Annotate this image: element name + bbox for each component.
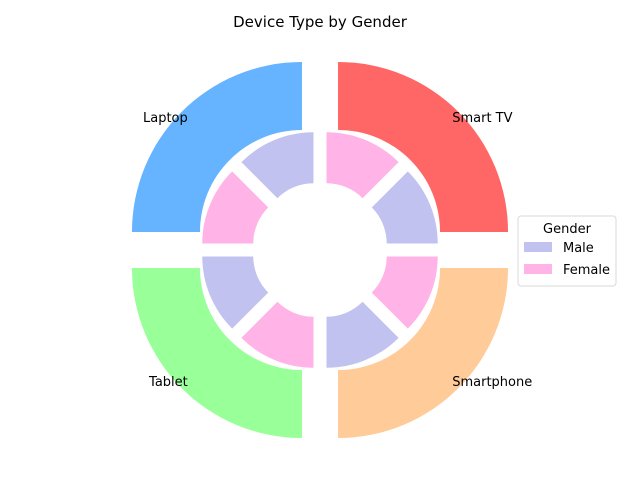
inner-slice-smartphone-female xyxy=(371,256,438,329)
outer-label-laptop: Laptop xyxy=(143,111,188,126)
outer-slice-laptop xyxy=(131,61,302,232)
outer-ring xyxy=(131,61,509,439)
outer-label-smart-tv: Smart TV xyxy=(452,111,512,126)
legend-swatch-female xyxy=(524,264,552,274)
legend-label-male: Male xyxy=(563,241,594,256)
inner-slice-laptop-male xyxy=(241,132,314,199)
outer-slice-smartphone xyxy=(338,268,509,439)
inner-ring xyxy=(202,132,438,368)
legend-label-female: Female xyxy=(563,263,610,278)
inner-slice-smart-tv-female xyxy=(326,132,399,199)
chart-title: Device Type by Gender xyxy=(233,13,408,31)
outer-labels: Laptop Tablet Smartphone Smart TV xyxy=(143,111,532,390)
outer-slice-tablet xyxy=(131,268,302,439)
inner-slice-smart-tv-male xyxy=(371,171,438,244)
outer-label-smartphone: Smartphone xyxy=(452,375,532,390)
inner-slice-laptop-female xyxy=(202,171,269,244)
inner-slice-tablet-female xyxy=(241,301,314,368)
legend: Gender Male Female xyxy=(517,215,617,287)
outer-slice-smart-tv xyxy=(338,61,509,232)
inner-slice-smartphone-male xyxy=(326,301,399,368)
legend-swatch-male xyxy=(524,242,552,252)
inner-slice-tablet-male xyxy=(202,256,269,329)
outer-label-tablet: Tablet xyxy=(148,375,188,390)
legend-title: Gender xyxy=(543,222,592,237)
